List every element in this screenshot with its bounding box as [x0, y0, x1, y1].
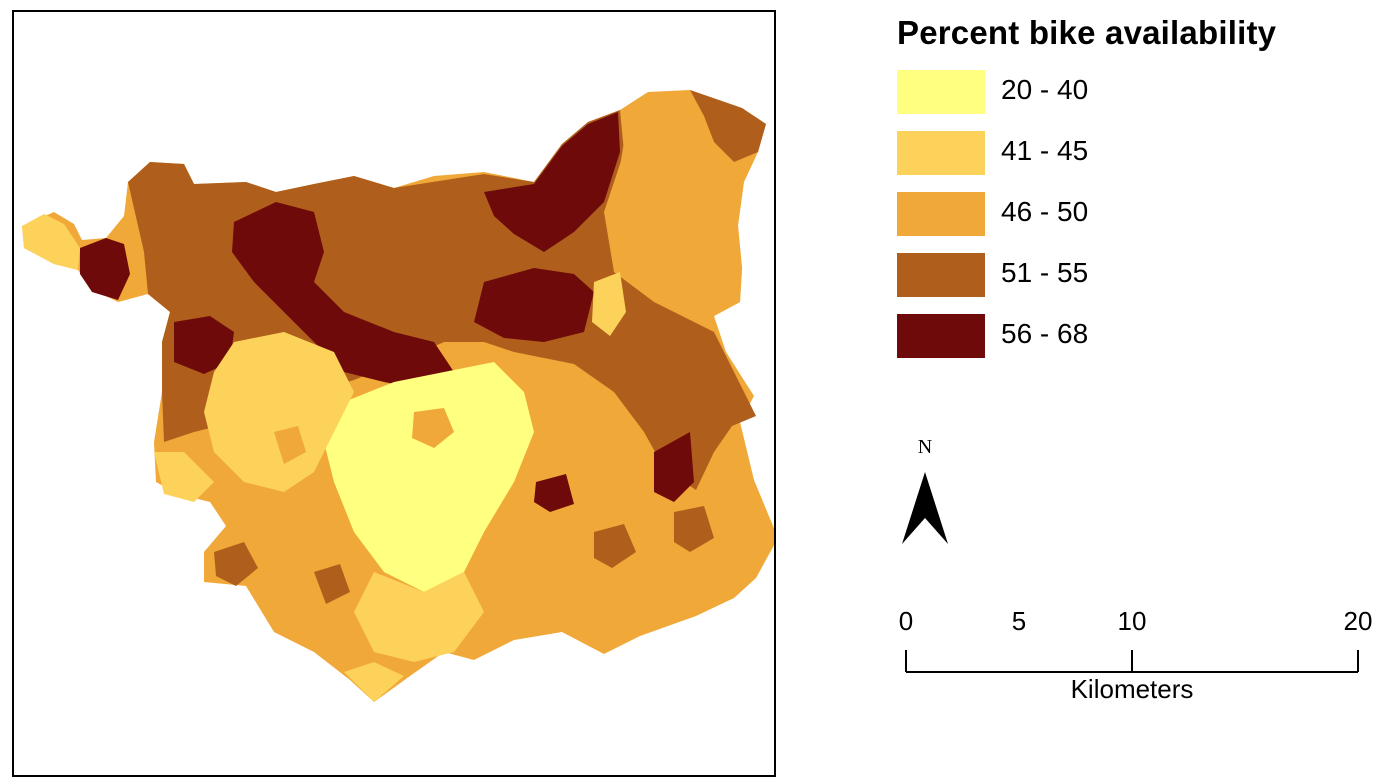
scale-bar-line: [905, 650, 1359, 673]
region-core-20-40: [324, 362, 534, 592]
map-frame[interactable]: [12, 10, 776, 777]
scale-tick-label: 5: [1011, 606, 1027, 636]
region-east-46-50: [614, 116, 742, 316]
north-arrow: N: [890, 436, 960, 548]
region-south2-56-68: [534, 474, 574, 512]
choropleth-map[interactable]: [14, 12, 776, 777]
legend-label: 56 - 68: [1001, 318, 1089, 349]
legend-swatch: [897, 70, 985, 114]
region-inner-41-45: [204, 332, 354, 492]
region-north-56-68: [232, 202, 454, 392]
region-east-41-45: [592, 272, 626, 336]
region-northeast-51-55: [690, 90, 766, 162]
scale-tick-label: 10: [1117, 606, 1147, 636]
region-south-41-45: [354, 572, 484, 662]
region-center-56-68: [474, 268, 594, 342]
legend-label: 41 - 45: [1001, 135, 1089, 166]
scale-unit-label: Kilometers: [1070, 674, 1194, 704]
region-west-56-68: [80, 238, 130, 300]
region-patch-51-55-a: [214, 542, 258, 586]
scale-tick-label: 0: [898, 606, 914, 636]
legend-swatch: [897, 253, 985, 297]
scale-bar: 0 5 10 20 Kilometers: [890, 600, 1373, 710]
legend-item: 51 - 55: [897, 253, 1197, 297]
region-far-south-41-45: [344, 662, 404, 702]
region-patch-46-50-a: [412, 408, 454, 448]
legend-swatch: [897, 192, 985, 236]
legend-item: 41 - 45: [897, 131, 1197, 175]
region-northcentral-56-68: [484, 112, 620, 252]
legend-item: 56 - 68: [897, 314, 1197, 358]
region-patch-51-55-d: [314, 564, 350, 604]
legend-label: 20 - 40: [1001, 74, 1089, 105]
legend-item: 46 - 50: [897, 192, 1197, 236]
north-label: N: [917, 436, 933, 458]
legend-label: 51 - 55: [1001, 257, 1089, 288]
region-patch-51-55-c: [674, 506, 714, 552]
region-patch-51-55-b: [594, 524, 636, 568]
region-northwest-41-45: [22, 214, 80, 270]
legend-title: Percent bike availability: [897, 14, 1277, 51]
north-arrow-icon: [902, 472, 948, 544]
legend-item: 20 - 40: [897, 70, 1197, 114]
legend-swatch: [897, 314, 985, 358]
region-patch-46-50-b: [274, 426, 306, 464]
region-southwest-41-45: [154, 452, 214, 502]
legend-swatch: [897, 131, 985, 175]
region-southeast-56-68: [654, 432, 694, 502]
legend-label: 46 - 50: [1001, 196, 1089, 227]
scale-tick-label: 20: [1343, 606, 1373, 636]
region-westcentral-56-68: [174, 316, 234, 374]
